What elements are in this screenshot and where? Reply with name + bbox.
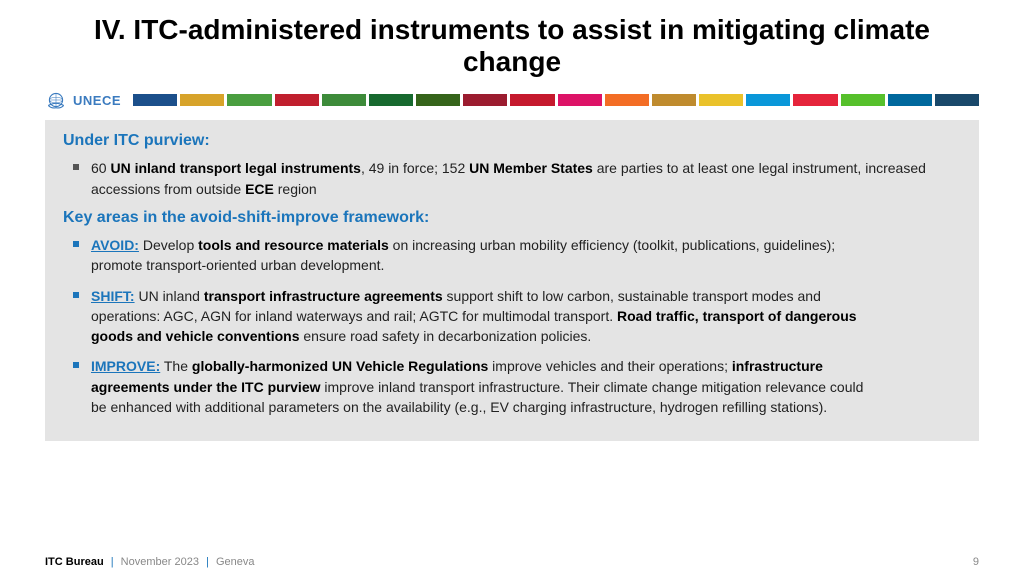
slide-title: IV. ITC-administered instruments to assi… (0, 0, 1024, 88)
section2-heading: Key areas in the avoid-shift-improve fra… (63, 209, 961, 227)
section2-bullet-text: IMPROVE: The globally-harmonized UN Vehi… (91, 356, 873, 417)
color-bar-segment (841, 94, 885, 106)
color-bar-segment (369, 94, 413, 106)
bullet-marker-icon (73, 362, 79, 368)
sdg-color-bar (133, 94, 979, 106)
header-bar: UNECE (0, 88, 1024, 112)
page-number: 9 (973, 556, 979, 568)
footer-left: ITC Bureau | November 2023 | Geneva (45, 556, 254, 568)
color-bar-segment (275, 94, 319, 106)
footer-sep-icon: | (206, 556, 209, 568)
color-bar-segment (746, 94, 790, 106)
un-emblem-icon (45, 89, 67, 111)
color-bar-segment (558, 94, 602, 106)
color-bar-segment (699, 94, 743, 106)
content-panel: Under ITC purview: 60 UN inland transpor… (45, 120, 979, 441)
section2-bullet: AVOID: Develop tools and resource materi… (73, 235, 873, 276)
section2-bullet-text: AVOID: Develop tools and resource materi… (91, 235, 873, 276)
color-bar-segment (935, 94, 979, 106)
section1-bullet-text: 60 UN inland transport legal instruments… (91, 158, 961, 199)
section1-bullet: 60 UN inland transport legal instruments… (73, 158, 961, 199)
color-bar-segment (322, 94, 366, 106)
section2-bullet-text: SHIFT: UN inland transport infrastructur… (91, 286, 873, 347)
color-bar-segment (133, 94, 177, 106)
color-bar-segment (416, 94, 460, 106)
footer-org: ITC Bureau (45, 556, 104, 568)
title-text: IV. ITC-administered instruments to assi… (94, 14, 930, 77)
bullet-marker-icon (73, 292, 79, 298)
slide-footer: ITC Bureau | November 2023 | Geneva 9 (45, 556, 979, 568)
color-bar-segment (793, 94, 837, 106)
section2-bullet: IMPROVE: The globally-harmonized UN Vehi… (73, 356, 873, 417)
color-bar-segment (510, 94, 554, 106)
unece-label: UNECE (73, 93, 121, 108)
bullet-marker-icon (73, 164, 79, 170)
section2-bullets: AVOID: Develop tools and resource materi… (63, 235, 961, 417)
color-bar-segment (227, 94, 271, 106)
footer-date: November 2023 (121, 556, 199, 568)
color-bar-segment (180, 94, 224, 106)
footer-sep-icon: | (111, 556, 114, 568)
footer-place: Geneva (216, 556, 255, 568)
bullet-marker-icon (73, 241, 79, 247)
color-bar-segment (652, 94, 696, 106)
section1-heading: Under ITC purview: (63, 132, 961, 150)
color-bar-segment (605, 94, 649, 106)
color-bar-segment (463, 94, 507, 106)
section2-bullet: SHIFT: UN inland transport infrastructur… (73, 286, 873, 347)
color-bar-segment (888, 94, 932, 106)
